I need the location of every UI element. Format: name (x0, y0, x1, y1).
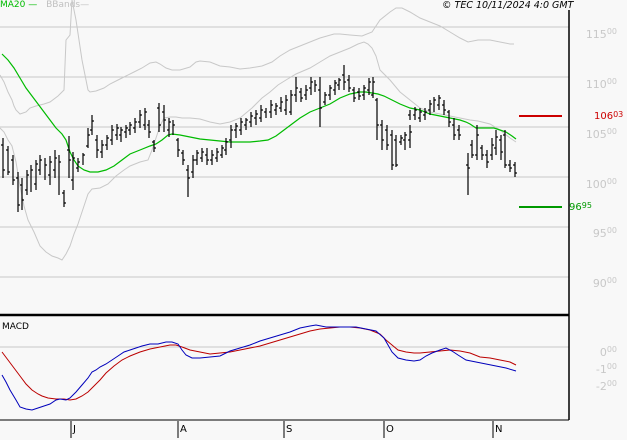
legend-bbands: BBands— (46, 0, 90, 10)
support-label: 9695 (569, 201, 592, 213)
price-label-11500: 11500 (585, 27, 617, 41)
ohlc-bars (1, 65, 517, 212)
month-label-oct: O (386, 424, 394, 435)
macd-label-0: 000 (599, 345, 617, 359)
macd-line (1, 324, 517, 411)
month-label-jul: J (73, 424, 76, 435)
month-label-sep: S (286, 424, 293, 435)
macd-label-minus1: -100 (595, 362, 617, 376)
macd-title: MACD (2, 322, 29, 332)
macd-label-minus2: -200 (595, 379, 617, 393)
price-label-10000: 10000 (585, 177, 617, 191)
ma20-line (1, 53, 517, 173)
month-ticks (70, 421, 494, 438)
price-label-9500: 9500 (592, 226, 617, 240)
copyright-timestamp: © TEC 10/11/2024 4:0 GMT (442, 0, 574, 11)
legend-ma20: MA20 — (0, 0, 38, 10)
resistance-label: 10603 (594, 110, 624, 122)
chart-legend: MA20 — BBands— (0, 0, 89, 11)
macd-signal-line (1, 326, 517, 401)
month-label-aug: A (180, 424, 187, 435)
price-label-11000: 11000 (585, 77, 617, 91)
price-label-9000: 9000 (592, 276, 617, 290)
price-label-10500: 10500 (585, 127, 617, 141)
month-label-nov: N (495, 424, 503, 435)
bband-lower (0, 41, 517, 261)
bband-upper (0, 0, 514, 115)
